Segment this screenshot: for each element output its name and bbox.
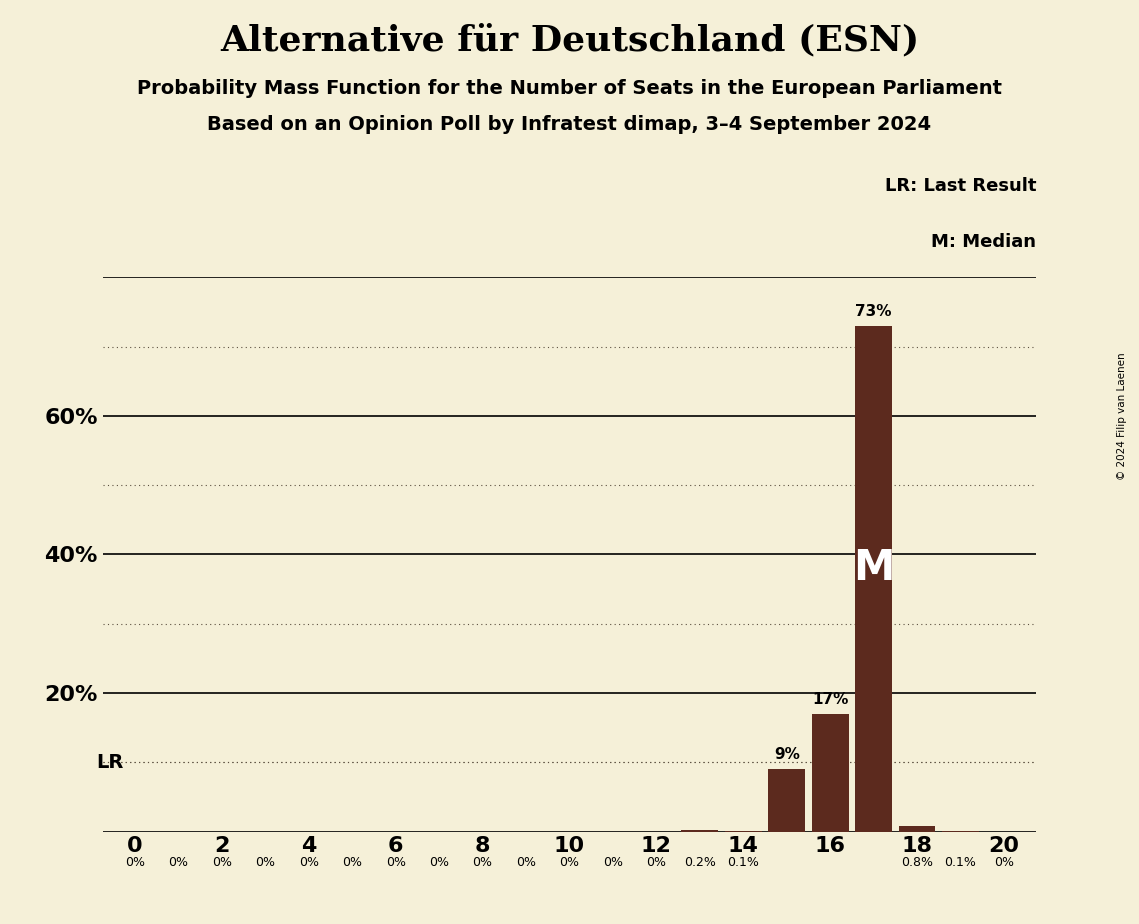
Bar [768,769,805,832]
Text: 0%: 0% [516,856,536,869]
Text: Based on an Opinion Poll by Infratest dimap, 3–4 September 2024: Based on an Opinion Poll by Infratest di… [207,116,932,135]
Bar [899,826,935,832]
Text: 0%: 0% [255,856,276,869]
Text: LR: LR [96,753,123,772]
Text: 0%: 0% [473,856,493,869]
Text: 0%: 0% [603,856,623,869]
Text: 0.2%: 0.2% [683,856,715,869]
Bar [855,326,892,832]
Text: 0%: 0% [559,856,580,869]
Text: 0%: 0% [646,856,666,869]
Text: 0.1%: 0.1% [944,856,976,869]
Text: 9%: 9% [773,748,800,762]
Text: Probability Mass Function for the Number of Seats in the European Parliament: Probability Mass Function for the Number… [137,79,1002,98]
Text: M: Median: M: Median [932,233,1036,250]
Text: 0%: 0% [994,856,1014,869]
Text: 17%: 17% [812,692,849,707]
Text: 0.8%: 0.8% [901,856,933,869]
Bar [812,713,849,832]
Text: 73%: 73% [855,304,892,319]
Text: © 2024 Filip van Laenen: © 2024 Filip van Laenen [1117,352,1126,480]
Text: 0%: 0% [343,856,362,869]
Text: 0%: 0% [212,856,232,869]
Text: 0%: 0% [386,856,405,869]
Text: 0%: 0% [298,856,319,869]
Text: 0%: 0% [125,856,145,869]
Text: 0.1%: 0.1% [728,856,760,869]
Bar [681,830,719,832]
Text: M: M [853,547,894,590]
Text: Alternative für Deutschland (ESN): Alternative für Deutschland (ESN) [220,23,919,57]
Text: LR: Last Result: LR: Last Result [885,177,1036,195]
Text: 0%: 0% [169,856,189,869]
Text: 0%: 0% [429,856,449,869]
